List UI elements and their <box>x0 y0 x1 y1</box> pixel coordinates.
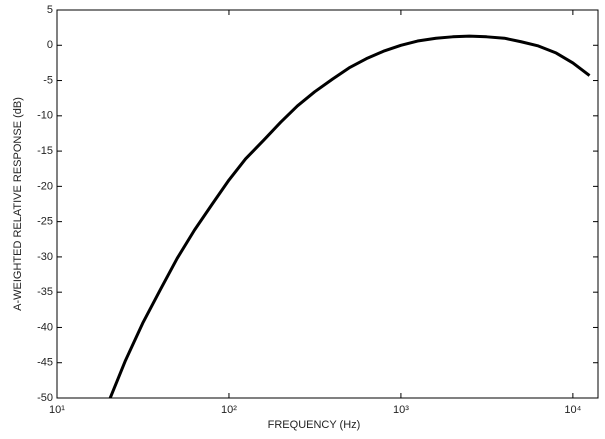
x-tick-label: 10¹ <box>49 404 65 416</box>
x-axis-label: FREQUENCY (Hz) <box>268 419 361 431</box>
y-tick-label: -5 <box>43 74 53 86</box>
y-tick-label: -20 <box>37 180 53 192</box>
y-axis-label: A-WEIGHTED RELATIVE RESPONSE (dB) <box>12 97 24 311</box>
y-tick-label: 0 <box>47 39 53 51</box>
x-tick-label: 10² <box>221 404 237 416</box>
line <box>108 34 591 398</box>
y-tick-label: -40 <box>37 321 53 333</box>
x-tick-label: 10³ <box>393 404 409 416</box>
y-tick-label: -15 <box>37 145 53 157</box>
y-tick-label: -50 <box>37 392 53 404</box>
y-tick-label: -30 <box>37 251 53 263</box>
x-tick-label: 10⁴ <box>564 404 581 416</box>
y-tick-label: -45 <box>37 357 53 369</box>
y-tick-label: 5 <box>47 4 53 16</box>
y-tick-label: -25 <box>37 216 53 228</box>
plot-frame <box>56 9 599 399</box>
y-tick-label: -35 <box>37 286 53 298</box>
y-tick-label: -10 <box>37 110 53 122</box>
